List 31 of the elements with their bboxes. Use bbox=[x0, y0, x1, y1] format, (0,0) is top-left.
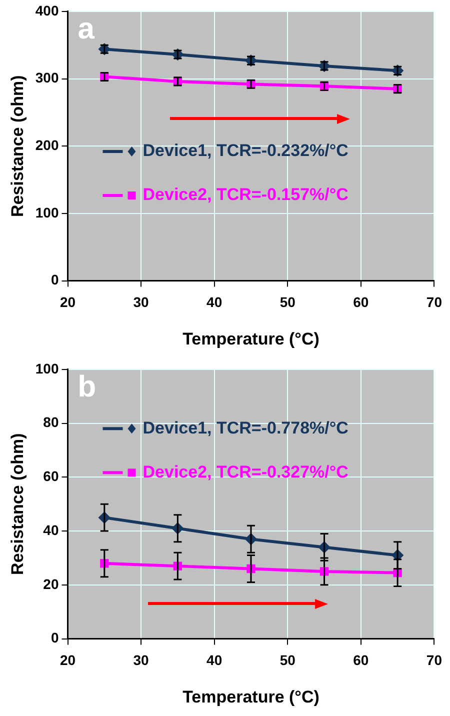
x-tick-label: 40 bbox=[206, 652, 222, 668]
x-tick-label: 30 bbox=[133, 652, 150, 668]
legend-label: Device2, TCR=-0.327%/°C bbox=[142, 462, 348, 482]
y-tick-label: 400 bbox=[35, 2, 59, 18]
x-axis-title: Temperature (°C) bbox=[182, 687, 320, 706]
y-tick-label: 80 bbox=[43, 414, 59, 430]
y-tick-label: 300 bbox=[35, 70, 59, 86]
x-tick-label: 60 bbox=[353, 652, 369, 668]
y-tick-label: 0 bbox=[50, 630, 59, 646]
x-tick-label: 50 bbox=[280, 294, 296, 310]
legend-label: Device2, TCR=-0.157%/°C bbox=[142, 185, 348, 204]
x-tick-label: 30 bbox=[133, 294, 150, 310]
x-tick-label: 70 bbox=[426, 652, 442, 668]
legend-label: Device1, TCR=-0.232%/°C bbox=[142, 141, 348, 160]
y-tick-label: 100 bbox=[35, 360, 59, 376]
x-tick-label: 50 bbox=[280, 652, 296, 668]
x-tick-label: 60 bbox=[353, 294, 369, 310]
y-tick-label: 100 bbox=[35, 204, 59, 220]
annotation: b bbox=[78, 370, 96, 404]
y-tick-label: 40 bbox=[43, 522, 59, 538]
y-tick-label: 200 bbox=[35, 136, 59, 153]
x-tick-label: 70 bbox=[426, 294, 442, 310]
annotation: a bbox=[78, 12, 95, 46]
y-tick-label: 0 bbox=[50, 272, 59, 288]
x-tick-label: 40 bbox=[206, 294, 222, 310]
legend-label: Device1, TCR=-0.778%/°C bbox=[142, 418, 348, 438]
x-axis-title: Temperature (°C) bbox=[182, 329, 320, 348]
y-tick-label: 60 bbox=[43, 468, 59, 484]
y-tick-label: 20 bbox=[43, 576, 59, 592]
y-axis-title: Resistance (ohm) bbox=[8, 433, 27, 575]
y-axis-title: Resistance (ohm) bbox=[8, 75, 27, 217]
